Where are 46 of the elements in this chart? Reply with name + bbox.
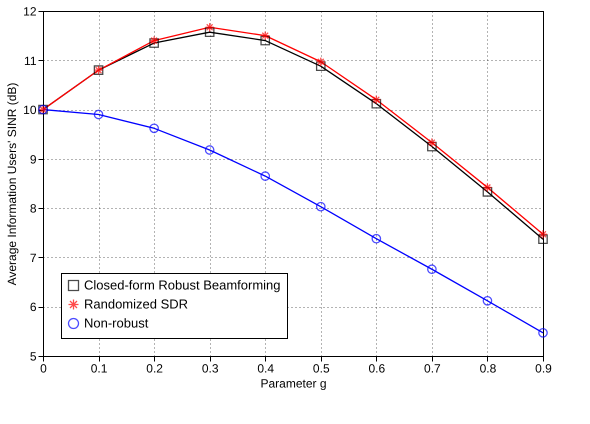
y-tick-label: 6 bbox=[30, 300, 37, 314]
point bbox=[538, 234, 548, 244]
y-tick-label: 12 bbox=[23, 4, 37, 18]
x-tick-label: 0.3 bbox=[202, 362, 219, 376]
point bbox=[372, 94, 382, 105]
point bbox=[372, 234, 382, 244]
x-tick-label: 0.8 bbox=[480, 362, 497, 376]
y-axis-title: Average Information Users' SINR (dB) bbox=[5, 82, 20, 286]
x-tick-label: 0.6 bbox=[368, 362, 386, 376]
x-tick-label: 0.1 bbox=[90, 362, 108, 376]
point bbox=[482, 296, 492, 306]
x-tick-label: 0.2 bbox=[146, 362, 164, 376]
legend-label: Closed-form Robust Beamforming bbox=[84, 278, 281, 292]
point bbox=[204, 27, 214, 38]
x-tick-label: 0.4 bbox=[257, 362, 274, 376]
y-tick-label: 7 bbox=[30, 250, 37, 265]
legend-label: Non-robust bbox=[84, 316, 149, 330]
y-tick-label: 9 bbox=[30, 152, 37, 166]
point bbox=[427, 138, 437, 148]
y-tick-label: 5 bbox=[30, 350, 37, 364]
point bbox=[94, 110, 104, 120]
y-tick-label: 11 bbox=[24, 54, 37, 68]
point bbox=[316, 202, 326, 212]
point bbox=[427, 142, 437, 152]
point bbox=[204, 22, 214, 32]
x-axis-title: Parameter g bbox=[260, 376, 327, 390]
x-tick-label: 0.7 bbox=[424, 362, 442, 376]
legend-label: Randomized SDR bbox=[84, 296, 188, 312]
y-tick-label: 10 bbox=[23, 103, 37, 118]
x-tick-label: 0.5 bbox=[312, 362, 330, 376]
x-tick-label: 0.9 bbox=[535, 362, 552, 376]
point bbox=[538, 229, 548, 240]
point bbox=[260, 30, 270, 40]
point bbox=[204, 145, 214, 155]
point bbox=[149, 123, 159, 134]
point bbox=[538, 328, 548, 338]
point bbox=[482, 187, 492, 197]
point bbox=[427, 264, 437, 274]
y-tick-label: 8 bbox=[30, 202, 37, 216]
point bbox=[149, 38, 159, 48]
point bbox=[260, 36, 270, 46]
point bbox=[482, 182, 492, 192]
point bbox=[260, 171, 270, 181]
x-tick-label: 0 bbox=[40, 362, 48, 376]
point bbox=[149, 36, 159, 46]
point bbox=[316, 56, 326, 67]
